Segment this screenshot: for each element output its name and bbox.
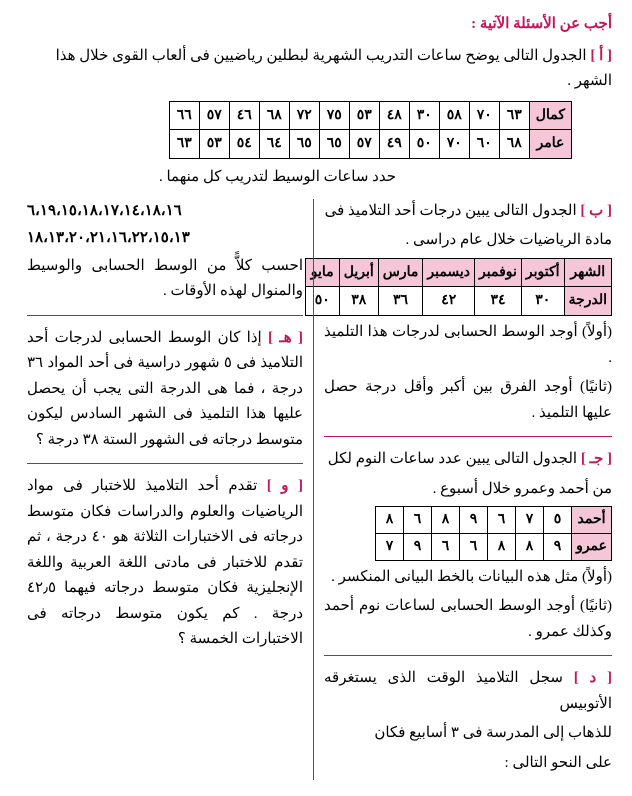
qc-text2: من أحمد وعمرو خلال أسبوع . xyxy=(324,477,612,503)
qc-ahmed-row: أحمد ٥ ٧ ٦ ٩ ٨ ٦ ٨ xyxy=(376,507,612,534)
question-h: [ هـ ] إذا كان الوسط الحسابى لدرجات أحد … xyxy=(27,326,303,454)
qw-text: تقدم أحد التلاميذ للاختبار فى مواد الريا… xyxy=(27,478,303,647)
question-w: [ و ] تقدم أحد التلاميذ للاختبار فى مواد… xyxy=(27,474,303,653)
vertical-divider xyxy=(313,199,314,781)
qd-text2: للذهاب إلى المدرسة فى ٣ أسابيع فكان xyxy=(324,721,612,747)
qb-score-row: الدرجة ٣٠ ٣٤ ٤٢ ٣٦ ٣٨ ٥٠ xyxy=(305,287,611,316)
qc-second: (ثانيًا) أوجد الوسط الحسابى لساعات نوم أ… xyxy=(324,594,612,645)
qa-row-kamal: كمال ٦٣ ٧٠ ٥٨ ٣٠ ٤٨ ٥٣ ٧٥ ٧٢ ٦٨ ٤٦ ٥٧ ٦٦ xyxy=(169,101,571,130)
qc-amr-label: عمرو xyxy=(572,533,612,560)
hdiv-3 xyxy=(27,315,303,316)
kamal-label: كمال xyxy=(529,101,571,130)
col-left: ٦،١٩،١٥،١٨،١٧،١٤،١٨،١٦ ١٨،١٣،٢٠،٢١،١٦،٢٢… xyxy=(27,199,313,781)
qb-month-label: الشهر xyxy=(564,258,611,287)
qa-text: الجدول التالى يوضح ساعات التدريب الشهرية… xyxy=(56,48,612,90)
qb-label: [ ب ] xyxy=(580,203,612,219)
numbers-line2: ١٨،١٣،٢٠،٢١،١٦،٢٢،١٥،١٣ xyxy=(27,226,303,252)
amer-label: عامر xyxy=(529,130,571,159)
main-heading: أجب عن الأسئلة الآتية : xyxy=(20,12,612,38)
qc-label: [ جـ ] xyxy=(581,451,612,467)
qc-text1: الجدول التالى يبين عدد ساعات النوم لكل xyxy=(328,451,577,467)
qh-text: إذا كان الوسط الحسابى لدرجات أحد التلامي… xyxy=(27,330,303,448)
col-right: [ ب ] الجدول التالى يبين درجات أحد التلا… xyxy=(314,199,612,781)
qb-text1: الجدول التالى يبين درجات أحد التلاميذ فى xyxy=(325,203,577,219)
question-c: [ جـ ] الجدول التالى يبين عدد ساعات النو… xyxy=(324,447,612,473)
qb-first: (أولاً) أوجد الوسط الحسابى لدرجات هذا ال… xyxy=(324,320,612,371)
question-a: [ أ ] الجدول التالى يوضح ساعات التدريب ا… xyxy=(20,44,612,95)
numbers-line1: ٦،١٩،١٥،١٨،١٧،١٤،١٨،١٦ xyxy=(27,199,303,225)
qw-label: [ و ] xyxy=(267,478,303,494)
qh-label: [ هـ ] xyxy=(268,330,303,346)
qa-after: حدد ساعات الوسيط لتدريب كل منهما . xyxy=(20,165,612,191)
qc-table: أحمد ٥ ٧ ٦ ٩ ٨ ٦ ٨ عمرو ٩ ٨ ٨ ٦ ٦ ٩ ٧ xyxy=(375,506,612,561)
qb-second: (ثانيًا) أوجد الفرق بين أكبر وأقل درجة ح… xyxy=(324,375,612,426)
qa-row-amer: عامر ٦٨ ٦٠ ٧٠ ٥٠ ٤٩ ٥٧ ٦٥ ٦٥ ٦٤ ٥٤ ٥٣ ٦٣ xyxy=(169,130,571,159)
qa-label: [ أ ] xyxy=(590,48,612,64)
question-d: [ د ] سجل التلاميذ الوقت الذى يستغرقه ال… xyxy=(324,666,612,717)
qb-text2: مادة الرياضيات خلال عام دراسى . xyxy=(324,228,612,254)
question-b: [ ب ] الجدول التالى يبين درجات أحد التلا… xyxy=(324,199,612,225)
hdiv-2 xyxy=(324,655,612,656)
qd-text1: سجل التلاميذ الوقت الذى يستغرقه الأتوبيس xyxy=(324,670,612,712)
qc-amr-row: عمرو ٩ ٨ ٨ ٦ ٦ ٩ ٧ xyxy=(376,533,612,560)
qb-header-row: الشهر أكتوبر نوفمبر ديسمبر مارس أبريل ما… xyxy=(305,258,611,287)
hdiv-4 xyxy=(27,463,303,464)
qb-score-label: الدرجة xyxy=(564,287,611,316)
qa-table-wrap: كمال ٦٣ ٧٠ ٥٨ ٣٠ ٤٨ ٥٣ ٧٥ ٧٢ ٦٨ ٤٦ ٥٧ ٦٦… xyxy=(20,101,572,160)
two-columns: [ ب ] الجدول التالى يبين درجات أحد التلا… xyxy=(20,199,612,781)
qd-text3: على النحو التالى : xyxy=(324,751,612,777)
qd-label: [ د ] xyxy=(574,670,612,686)
qb-table: الشهر أكتوبر نوفمبر ديسمبر مارس أبريل ما… xyxy=(305,258,612,317)
left-after-numbers: احسب كلاًّ من الوسط الحسابى والوسيط والم… xyxy=(27,254,303,305)
qc-ahmed-label: أحمد xyxy=(572,507,612,534)
qc-first: (أولاً) مثل هذه البيانات بالخط البيانى ا… xyxy=(324,565,612,591)
hdiv-1 xyxy=(324,436,612,437)
qa-table: كمال ٦٣ ٧٠ ٥٨ ٣٠ ٤٨ ٥٣ ٧٥ ٧٢ ٦٨ ٤٦ ٥٧ ٦٦… xyxy=(169,101,572,160)
